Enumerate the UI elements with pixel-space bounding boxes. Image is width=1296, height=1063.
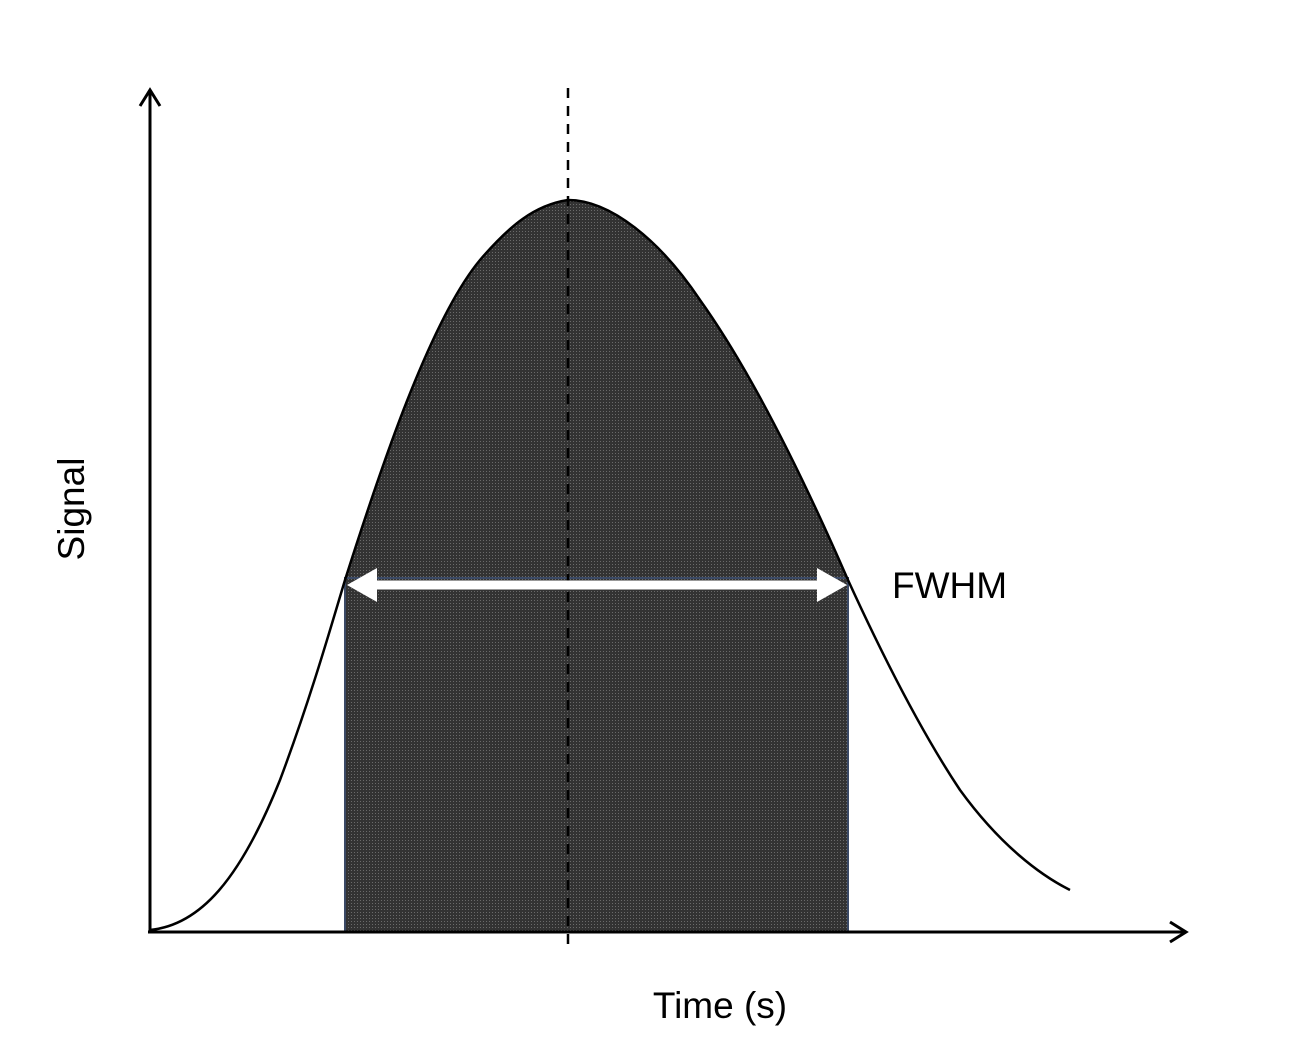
- fwhm-band-fill: [344, 577, 849, 933]
- fwhm-label: FWHM: [892, 565, 1007, 606]
- fwhm-arrow-right-head: [817, 568, 847, 602]
- y-axis-label: Signal: [51, 458, 92, 561]
- x-axis-arrowhead: [1169, 920, 1189, 944]
- y-axis-arrowhead: [138, 87, 162, 107]
- peak-area-fill: [345, 200, 848, 580]
- fwhm-arrow-left-head: [347, 568, 377, 602]
- x-axis-label: Time (s): [653, 985, 787, 1026]
